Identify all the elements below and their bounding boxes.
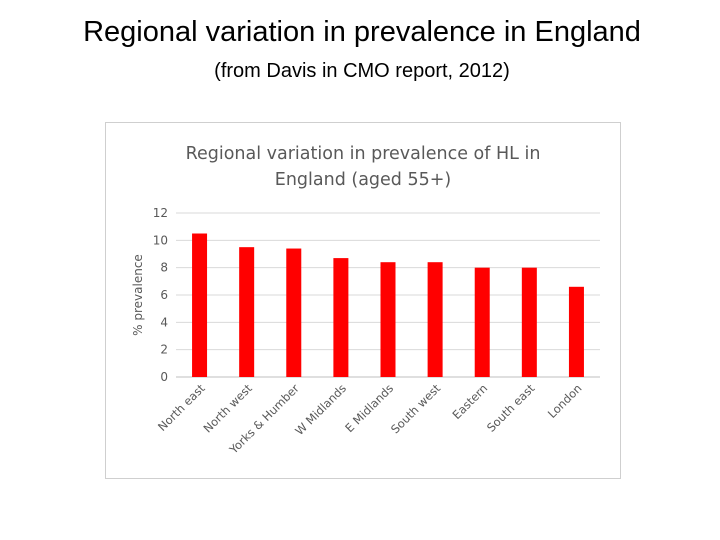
x-category-label: W Midlands xyxy=(292,381,349,438)
slide-subtitle: (from Davis in CMO report, 2012) xyxy=(214,60,510,82)
slide-title: Regional variation in prevalence in Engl… xyxy=(83,16,641,48)
chart-frame: Regional variation in prevalence of HL i… xyxy=(105,122,621,479)
bar xyxy=(239,247,255,377)
bar-chart: Regional variation in prevalence of HL i… xyxy=(131,144,600,457)
bar xyxy=(427,262,443,377)
bar xyxy=(568,286,584,377)
bar xyxy=(521,267,537,377)
y-tick-label: 4 xyxy=(160,315,168,329)
bar xyxy=(474,267,490,377)
bar xyxy=(192,233,208,377)
y-axis-title: % prevalence xyxy=(131,254,145,336)
x-category-label: London xyxy=(545,381,585,421)
y-tick-label: 2 xyxy=(160,343,168,357)
y-tick-label: 8 xyxy=(160,261,168,275)
bar xyxy=(333,258,349,377)
x-category-label: South west xyxy=(388,381,444,437)
bar xyxy=(286,248,302,377)
bar xyxy=(380,262,396,377)
y-tick-label: 10 xyxy=(153,233,168,247)
y-tick-label: 6 xyxy=(160,288,168,302)
bars xyxy=(192,233,584,377)
chart-title-line-2: England (aged 55+) xyxy=(275,170,451,190)
y-axis-ticks: 0 2 4 6 8 10 12 xyxy=(153,206,168,384)
x-category-label: South east xyxy=(484,381,538,435)
y-tick-label: 0 xyxy=(160,370,168,384)
chart-title-line-1: Regional variation in prevalence of HL i… xyxy=(186,144,541,164)
x-category-label: Eastern xyxy=(450,381,491,422)
y-tick-label: 12 xyxy=(153,206,168,220)
